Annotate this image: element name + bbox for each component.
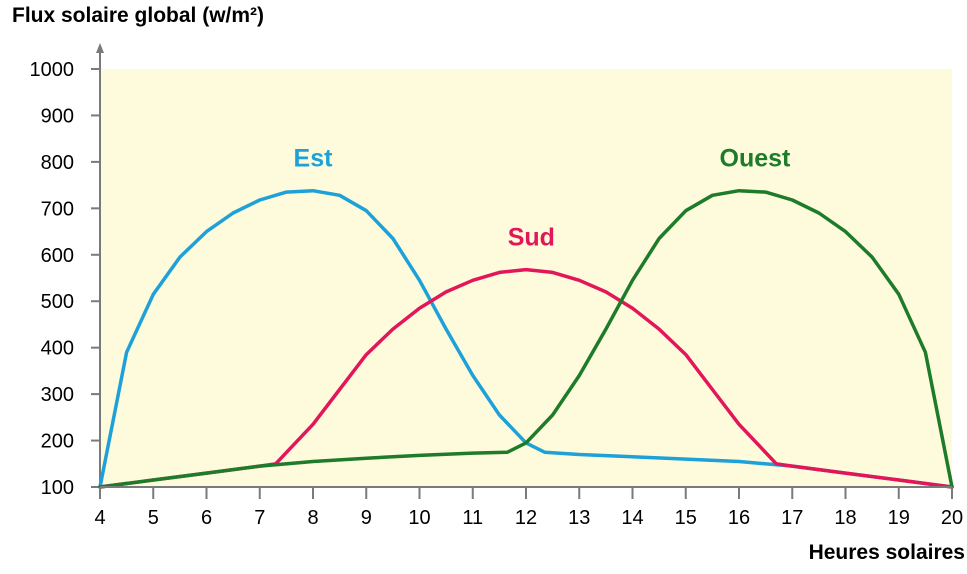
x-tick-label: 17 (781, 507, 803, 529)
y-tick-label: 600 (41, 245, 74, 267)
plot-area (100, 69, 952, 487)
x-tick-label: 18 (834, 507, 856, 529)
y-axis-title: Flux solaire global (w/m²) (12, 4, 265, 27)
y-tick-label: 800 (41, 152, 74, 174)
x-tick-label: 13 (568, 507, 590, 529)
y-tick-label: 500 (41, 291, 74, 313)
x-tick-label: 14 (621, 507, 643, 529)
series-label-sud: Sud (508, 223, 555, 251)
x-tick-label: 10 (408, 507, 430, 529)
x-tick-label: 9 (361, 507, 372, 529)
x-tick-label: 20 (941, 507, 963, 529)
series-line-ouest (98, 188, 954, 489)
x-axis-title: Heures solaires (808, 541, 965, 564)
x-tick-label: 11 (462, 507, 483, 529)
x-tick-label: 15 (675, 507, 697, 529)
y-tick-label: 400 (41, 338, 74, 360)
x-tick-label: 19 (888, 507, 910, 529)
y-tick-label: 300 (41, 384, 74, 406)
y-axis-arrow (96, 43, 104, 53)
x-tick-label: 7 (254, 507, 265, 529)
x-tick-label: 5 (148, 507, 159, 529)
series-line-est (98, 188, 954, 489)
y-tick-label: 100 (41, 477, 74, 499)
series-label-ouest: Ouest (720, 145, 792, 173)
x-tick-label: 16 (728, 507, 750, 529)
y-tick-label: 1000 (30, 59, 75, 81)
y-tick-label: 700 (41, 198, 74, 220)
y-tick-label: 200 (41, 431, 74, 453)
x-tick-label: 6 (201, 507, 212, 529)
x-tick-label: 4 (94, 507, 105, 529)
series-label-est: Est (294, 145, 334, 173)
series-line-sud (98, 267, 954, 489)
x-tick-label: 8 (307, 507, 318, 529)
x-tick-label: 12 (515, 507, 537, 529)
y-tick-label: 900 (41, 105, 74, 127)
